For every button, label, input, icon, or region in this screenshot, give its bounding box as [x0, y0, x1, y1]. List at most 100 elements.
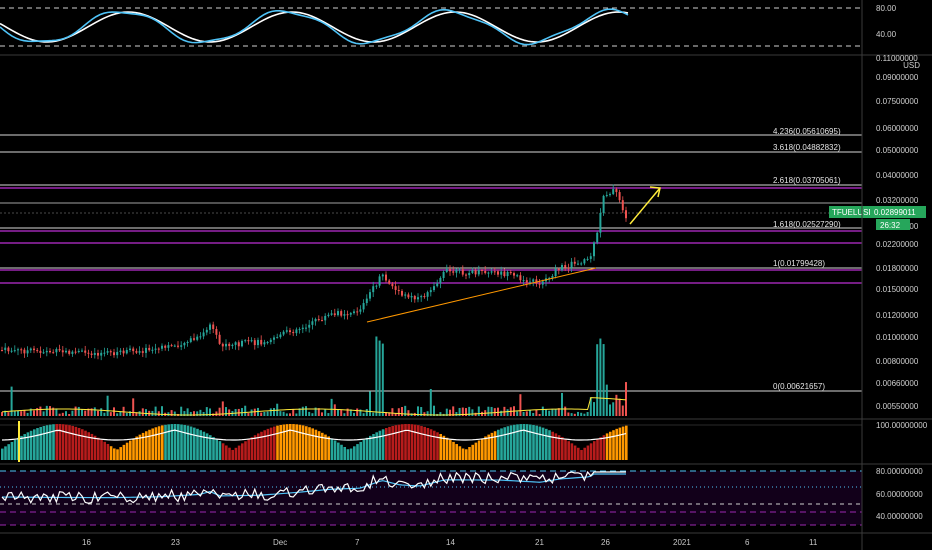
candle-body[interactable]: [321, 320, 323, 322]
candle-body[interactable]: [298, 329, 301, 331]
candle-body[interactable]: [212, 324, 215, 330]
candle-body[interactable]: [583, 259, 586, 264]
candle-body[interactable]: [330, 313, 333, 315]
candle-body[interactable]: [593, 242, 595, 257]
candle-body[interactable]: [218, 334, 221, 344]
candle-body[interactable]: [13, 350, 16, 352]
candle-body[interactable]: [273, 337, 275, 340]
candle-body[interactable]: [426, 292, 429, 297]
candle-body[interactable]: [596, 232, 599, 243]
candle-body[interactable]: [145, 347, 147, 353]
candle-body[interactable]: [509, 271, 512, 274]
candle-body[interactable]: [362, 303, 365, 310]
candle-body[interactable]: [468, 272, 471, 276]
candle-body[interactable]: [45, 350, 48, 353]
candle-body[interactable]: [474, 270, 477, 275]
candle-body[interactable]: [513, 273, 515, 276]
candle-body[interactable]: [365, 298, 368, 304]
candle-body[interactable]: [484, 270, 487, 274]
candle-body[interactable]: [157, 348, 160, 350]
candle-body[interactable]: [167, 345, 170, 348]
candle-body[interactable]: [237, 342, 240, 347]
candle-body[interactable]: [314, 319, 317, 322]
candle-body[interactable]: [228, 343, 231, 347]
candle-body[interactable]: [599, 212, 602, 233]
candle-body[interactable]: [609, 194, 611, 196]
candle-body[interactable]: [52, 352, 55, 354]
candle-body[interactable]: [490, 271, 493, 273]
candle-body[interactable]: [10, 350, 13, 352]
candle-body[interactable]: [551, 276, 554, 278]
candle-body[interactable]: [481, 269, 483, 271]
candle-body[interactable]: [17, 349, 19, 351]
candle-body[interactable]: [561, 265, 563, 271]
candle-body[interactable]: [570, 261, 573, 268]
candle-body[interactable]: [61, 350, 64, 353]
candle-body[interactable]: [525, 280, 528, 283]
candle-body[interactable]: [138, 351, 141, 353]
candle-body[interactable]: [113, 352, 115, 356]
candle-body[interactable]: [93, 352, 96, 355]
candle-body[interactable]: [68, 350, 71, 354]
candle-body[interactable]: [20, 349, 23, 351]
candle-body[interactable]: [55, 349, 58, 353]
candle-body[interactable]: [100, 352, 103, 356]
candle-body[interactable]: [132, 348, 135, 352]
candle-body[interactable]: [391, 283, 394, 287]
candle-body[interactable]: [529, 281, 531, 283]
candle-body[interactable]: [148, 347, 151, 351]
candle-body[interactable]: [375, 285, 378, 287]
candle-body[interactable]: [33, 348, 35, 351]
candle-body[interactable]: [177, 345, 179, 347]
candle-body[interactable]: [580, 263, 583, 265]
candle-body[interactable]: [397, 289, 400, 292]
candle-body[interactable]: [589, 256, 592, 259]
candle-body[interactable]: [497, 271, 499, 275]
candle-body[interactable]: [180, 345, 183, 347]
candle-body[interactable]: [164, 345, 167, 348]
time-axis[interactable]: 16 23 Dec 7 14 21 26 2021 6 11: [82, 538, 818, 547]
candle-body[interactable]: [84, 350, 87, 353]
candle-body[interactable]: [378, 276, 381, 286]
candle-body[interactable]: [282, 331, 285, 335]
trendline[interactable]: [366, 267, 597, 323]
candle-body[interactable]: [189, 338, 192, 342]
candle-body[interactable]: [433, 286, 435, 291]
candle-body[interactable]: [445, 269, 448, 272]
candle-body[interactable]: [301, 327, 304, 330]
candle-body[interactable]: [23, 349, 26, 354]
candle-body[interactable]: [49, 350, 51, 353]
candle-body[interactable]: [97, 352, 99, 356]
candle-body[interactable]: [337, 311, 339, 316]
candle-body[interactable]: [401, 291, 403, 296]
candle-body[interactable]: [465, 274, 467, 276]
candle-body[interactable]: [65, 350, 67, 353]
candle-body[interactable]: [109, 351, 112, 353]
candle-body[interactable]: [369, 292, 371, 299]
candle-body[interactable]: [439, 277, 442, 284]
candle-body[interactable]: [276, 337, 279, 339]
candle-body[interactable]: [417, 297, 419, 300]
candle-body[interactable]: [257, 339, 259, 346]
candle-body[interactable]: [122, 350, 125, 354]
candle-body[interactable]: [500, 271, 503, 275]
candle-body[interactable]: [39, 350, 42, 353]
candle-body[interactable]: [196, 336, 199, 340]
projection-arrow[interactable]: [629, 186, 661, 225]
candle-body[interactable]: [244, 340, 247, 342]
candle-body[interactable]: [458, 269, 461, 271]
candle-body[interactable]: [333, 313, 336, 316]
candle-body[interactable]: [612, 189, 615, 195]
candle-body[interactable]: [471, 270, 474, 273]
candle-body[interactable]: [295, 329, 298, 334]
candle-body[interactable]: [279, 334, 282, 338]
candle-body[interactable]: [269, 339, 272, 343]
candle-body[interactable]: [116, 351, 119, 356]
candle-body[interactable]: [356, 311, 359, 313]
candle-body[interactable]: [455, 269, 458, 273]
candle-body[interactable]: [404, 294, 407, 296]
candle-body[interactable]: [36, 350, 39, 352]
candle-body[interactable]: [385, 274, 387, 281]
candle-body[interactable]: [423, 296, 426, 298]
candle-body[interactable]: [602, 195, 605, 213]
